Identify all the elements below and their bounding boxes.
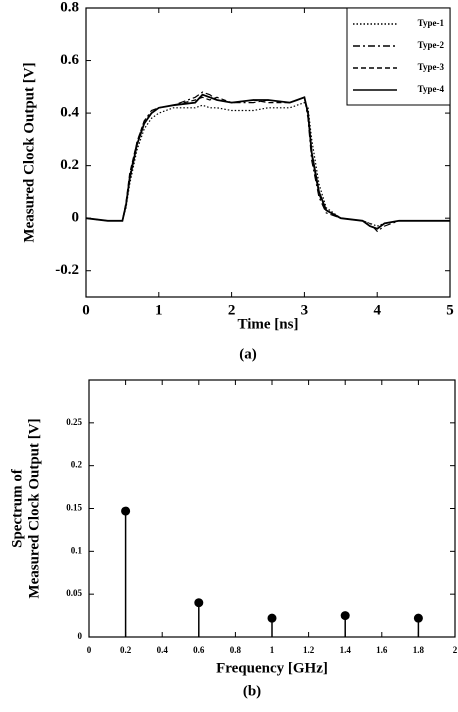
y-axis-label: Measured Clock Output [V] — [26, 418, 42, 598]
x-tick-label: 0.2 — [120, 645, 132, 655]
legend-label: Type-1 — [418, 18, 445, 28]
plot-frame — [85, 7, 451, 298]
y-tick-label: 0 — [72, 210, 80, 226]
x-tick-label: 5 — [446, 302, 454, 318]
caption: (b) — [243, 683, 261, 699]
x-tick-label: 2 — [228, 302, 236, 318]
caption: (a) — [239, 346, 257, 362]
series-line — [85, 93, 450, 230]
y-tick-label: 0.2 — [60, 157, 79, 173]
y-tick-label: 0.8 — [60, 0, 79, 15]
x-tick-label: 1.8 — [413, 645, 425, 655]
y-tick-label: 0.25 — [66, 417, 82, 427]
x-tick-label: 4 — [373, 302, 381, 318]
y-tick-label: 0.15 — [66, 503, 82, 513]
x-axis-label: Frequency [GHz] — [216, 660, 328, 676]
legend-label: Type-2 — [418, 40, 445, 50]
series-line — [85, 96, 450, 230]
y-tick-label: 0.6 — [60, 52, 79, 68]
x-tick-label: 3 — [301, 302, 309, 318]
x-tick-label: 0 — [87, 645, 92, 655]
x-tick-label: 0.4 — [157, 645, 169, 655]
y-tick-label: 0.4 — [60, 105, 79, 121]
y-tick-label: 0 — [78, 631, 83, 641]
x-tick-label: 2 — [453, 645, 458, 655]
y-axis-label: Spectrum of — [9, 468, 25, 548]
y-tick-label: 0.2 — [71, 460, 83, 470]
stem-marker — [194, 598, 204, 608]
stem-marker — [413, 613, 423, 623]
x-axis-label: Time [ns] — [238, 316, 299, 332]
legend-label: Type-4 — [418, 84, 445, 94]
y-axis-label: Measured Clock Output [V] — [21, 62, 37, 242]
x-tick-label: 1.4 — [340, 645, 352, 655]
x-tick-label: 0 — [82, 302, 90, 318]
stem-marker — [267, 613, 277, 623]
y-tick-label: 0.05 — [66, 588, 82, 598]
x-tick-label: 1 — [155, 302, 163, 318]
x-tick-label: 0.6 — [193, 645, 205, 655]
y-tick-label: 0.1 — [71, 545, 83, 555]
x-tick-label: 0.8 — [230, 645, 242, 655]
x-tick-label: 1.6 — [376, 645, 388, 655]
x-tick-label: 1 — [270, 645, 275, 655]
legend-label: Type-3 — [418, 62, 445, 72]
plot-frame — [88, 379, 456, 638]
stem-marker — [340, 611, 350, 621]
y-tick-label: -0.2 — [55, 262, 79, 278]
series-line — [85, 101, 450, 227]
stem-marker — [121, 506, 131, 516]
series-line — [85, 91, 450, 233]
x-tick-label: 1.2 — [303, 645, 315, 655]
